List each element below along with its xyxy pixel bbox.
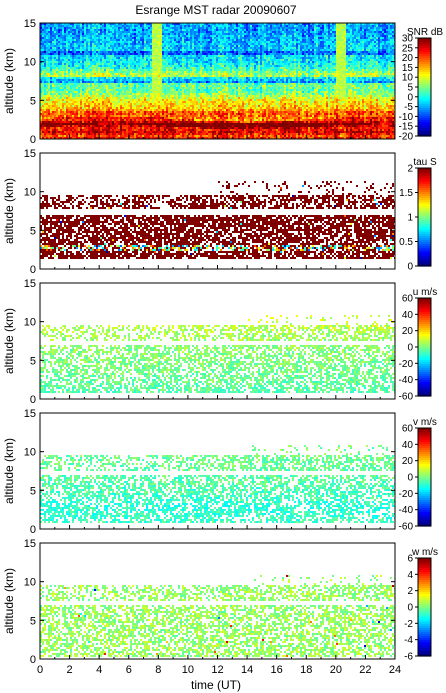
colorbar-label: v m/s <box>413 417 437 428</box>
colorbar-tick-label: 20 <box>402 53 414 64</box>
colorbar-tick-label: 60 <box>402 294 414 305</box>
colorbar-tick-label: -4 <box>404 635 413 646</box>
colorbar-tick-label: 0 <box>407 473 413 484</box>
colorbar-tick-label: 0 <box>407 262 413 273</box>
x-tick-label: 20 <box>330 664 342 676</box>
colorbar-tick-label: 0 <box>407 92 413 103</box>
colorbar-tick-label: -20 <box>399 132 414 143</box>
y-tick-label: 15 <box>24 148 36 160</box>
colorbar-tick-label: 20 <box>402 326 414 337</box>
colorbar-label: tau S <box>413 157 437 168</box>
heatmap-cells-w <box>40 575 395 657</box>
colorbar-label: w m/s <box>411 547 438 558</box>
colorbar-tick-label: 1.5 <box>399 188 413 199</box>
colorbar-tick-label: 30 <box>402 34 414 45</box>
colorbar-tau: 2 1.5 1 0.5 0 tau S <box>399 157 437 273</box>
colorbar-tick-label: 25 <box>402 43 414 54</box>
colorbar-tick-label: 6 <box>407 554 413 565</box>
colorbar-tick-label: 40 <box>402 440 414 451</box>
y-tick-label: 5 <box>30 485 36 497</box>
colorbar-tick-label: 0 <box>407 343 413 354</box>
y-tick-label: 10 <box>24 187 36 199</box>
x-tick-label: 12 <box>211 664 223 676</box>
x-tick-label: 6 <box>126 664 132 676</box>
x-tick-label: 22 <box>359 664 371 676</box>
y-tick-label: 15 <box>24 538 36 550</box>
colorbar-tick-label: 15 <box>402 63 414 74</box>
x-tick-label: 4 <box>96 664 102 676</box>
heatmap-cells-v <box>40 445 395 523</box>
figure-title: Esrange MST radar 20090607 <box>135 3 297 17</box>
colorbar-tick-label: 0 <box>407 603 413 614</box>
y-tick-label: 5 <box>30 95 36 107</box>
y-tick-label: 5 <box>30 355 36 367</box>
y-tick-label: 5 <box>30 615 36 627</box>
colorbar-label: u m/s <box>413 287 437 298</box>
colorbar-v: 60 40 20 0 -20 -40 -60 v m/s <box>399 417 437 533</box>
colorbar-label: SNR dB <box>407 27 443 38</box>
x-tick-label: 18 <box>300 664 312 676</box>
colorbar-tick-label: -15 <box>399 122 414 133</box>
y-tick-label: 10 <box>24 447 36 459</box>
colorbar-tick-label: -20 <box>399 489 414 500</box>
panel-tau: 0 5 10 15 altitude (km) 2 1.5 1 0.5 0 tau S <box>2 148 437 276</box>
y-axis-label: altitude (km) <box>2 438 16 504</box>
y-tick-label: 0 <box>30 134 36 146</box>
colorbar-tick-label: 40 <box>402 310 414 321</box>
y-tick-label: 0 <box>30 394 36 406</box>
colorbar-tick-label: -40 <box>399 375 414 386</box>
x-tick-label: 14 <box>241 664 253 676</box>
colorbar-u: 60 40 20 0 -20 -40 -60 u m/s <box>399 287 438 403</box>
x-tick-label: 16 <box>271 664 283 676</box>
colorbar-tick-label: 0.5 <box>399 237 413 248</box>
y-tick-label: 5 <box>30 225 36 237</box>
y-tick-label: 15 <box>24 408 36 420</box>
y-tick-label: 15 <box>24 278 36 290</box>
colorbar-tick-label: 1 <box>407 213 413 224</box>
colorbar-tick-label: -2 <box>404 619 413 630</box>
y-axis-label: altitude (km) <box>2 308 16 374</box>
colorbar-tick-label: 60 <box>402 424 414 435</box>
colorbar-tick-label: -5 <box>404 102 413 113</box>
x-tick-label: 0 <box>37 664 43 676</box>
panel-u: 0 5 10 15 altitude (km) 60 40 20 0 -20 -40 -60 u m/s <box>2 278 437 406</box>
x-tick-label: 24 <box>389 664 401 676</box>
colorbar-tick-label: 20 <box>402 456 414 467</box>
colorbar-tick-label: -10 <box>399 112 414 123</box>
y-tick-label: 0 <box>30 524 36 536</box>
colorbar-tick-label: -20 <box>399 359 414 370</box>
colorbar-tick-label: 2 <box>407 164 413 175</box>
colorbar-tick-label: 2 <box>407 586 413 597</box>
x-tick-label: 10 <box>182 664 194 676</box>
colorbar-tick-label: -60 <box>399 392 414 403</box>
y-tick-label: 10 <box>24 317 36 329</box>
heatmap-cells-tau <box>40 181 395 259</box>
colorbar-tick-label: -40 <box>399 505 414 516</box>
colorbar-w: 6 4 2 0 -2 -4 -6 w m/s <box>404 547 438 663</box>
colorbar-tick-label: -60 <box>399 522 414 533</box>
y-axis-label: altitude (km) <box>2 568 16 634</box>
x-axis-label: time (UT) <box>191 678 241 692</box>
colorbar-tick-label: 5 <box>407 83 413 94</box>
x-tick-label: 2 <box>67 664 73 676</box>
y-tick-label: 0 <box>30 264 36 276</box>
y-axis-label: altitude (km) <box>2 178 16 244</box>
y-tick-label: 10 <box>24 577 36 589</box>
colorbar-tick-label: -6 <box>404 652 413 663</box>
panel-v: 0 5 10 15 altitude (km) 60 40 20 0 -20 -40 -60 v m/s <box>2 408 437 536</box>
x-tick-label: 8 <box>155 664 161 676</box>
colorbar-tick-label: 10 <box>402 73 414 84</box>
y-tick-label: 10 <box>24 57 36 69</box>
colorbar-tick-label: 4 <box>407 570 413 581</box>
heatmap-cells-u <box>40 315 395 393</box>
y-tick-label: 0 <box>30 654 36 666</box>
y-axis-label: altitude (km) <box>2 48 16 114</box>
y-tick-label: 15 <box>24 18 36 30</box>
heatmap-cells-SNR <box>40 23 395 139</box>
